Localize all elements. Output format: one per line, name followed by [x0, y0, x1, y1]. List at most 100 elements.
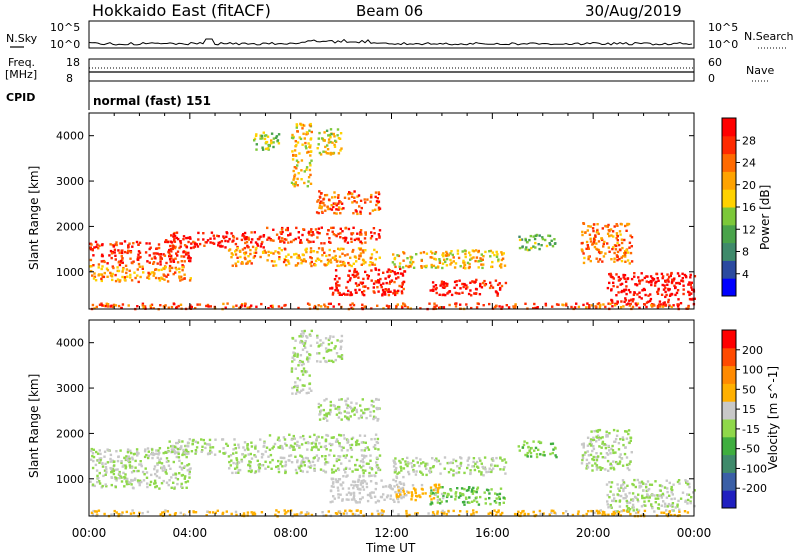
heatmap-cell	[616, 300, 619, 303]
heatmap-cell	[625, 292, 628, 296]
heatmap-cell	[160, 268, 163, 271]
colorbar-segment	[722, 419, 736, 438]
heatmap-cell	[331, 230, 334, 233]
heatmap-cell	[279, 462, 282, 466]
heatmap-cell	[666, 505, 669, 508]
heatmap-cell	[432, 285, 435, 288]
heatmap-cell	[481, 266, 484, 270]
heatmap-cell	[640, 272, 643, 275]
heatmap-cell	[667, 276, 671, 279]
heatmap-cell	[331, 293, 335, 296]
heatmap-cell	[363, 305, 366, 309]
heatmap-cell	[622, 443, 625, 447]
heatmap-cell	[332, 226, 335, 229]
heatmap-cell	[344, 471, 347, 474]
heatmap-cell	[436, 490, 440, 494]
heatmap-cell	[490, 284, 493, 287]
heatmap-cell	[628, 468, 631, 472]
heatmap-cell	[283, 509, 286, 512]
heatmap-cell	[342, 475, 345, 478]
heatmap-cell	[627, 432, 630, 436]
heatmap-cell	[295, 444, 299, 447]
heatmap-cell	[555, 303, 559, 306]
heatmap-cell	[463, 503, 466, 506]
heatmap-cell	[346, 280, 350, 284]
heatmap-cell	[549, 243, 552, 246]
heatmap-cell	[343, 468, 346, 471]
heatmap-cell	[327, 138, 331, 141]
heatmap-cell	[235, 458, 239, 462]
colorbar-segment	[722, 347, 736, 367]
heatmap-cell	[453, 280, 457, 284]
heatmap-cell	[369, 410, 372, 414]
heatmap-cell	[462, 266, 466, 269]
heatmap-cell	[291, 133, 294, 137]
heatmap-cell	[607, 223, 610, 227]
heatmap-cell	[354, 468, 357, 471]
heatmap-cell	[678, 482, 681, 485]
heatmap-cell	[362, 411, 365, 414]
heatmap-cell	[382, 271, 385, 274]
heatmap-cell	[307, 391, 310, 394]
heatmap-cell	[130, 483, 133, 486]
heatmap-cell	[281, 230, 284, 234]
heatmap-cell	[284, 470, 287, 474]
heatmap-cell	[298, 446, 301, 449]
heatmap-cell	[385, 496, 389, 499]
heatmap-cell	[375, 461, 378, 464]
heatmap-cell	[327, 134, 330, 137]
heatmap-cell	[689, 273, 692, 277]
heatmap-cell	[355, 408, 358, 412]
heatmap-cell	[201, 445, 204, 448]
heatmap-cell	[606, 453, 610, 456]
heatmap-cell	[164, 266, 167, 269]
heatmap-cell	[683, 510, 687, 513]
heatmap-cell	[167, 464, 171, 467]
heatmap-cell	[241, 453, 244, 456]
heatmap-cell	[298, 256, 301, 259]
heatmap-cell	[454, 491, 458, 494]
heatmap-cell	[364, 233, 367, 236]
heatmap-cell	[606, 232, 610, 235]
heatmap-cell	[616, 510, 619, 513]
heatmap-cell	[443, 285, 447, 288]
heatmap-cell	[542, 512, 545, 515]
heatmap-cell	[667, 300, 670, 304]
heatmap-cell	[589, 440, 592, 443]
heatmap-cell	[309, 344, 313, 347]
heatmap-cell	[103, 469, 107, 472]
heatmap-cell	[366, 274, 369, 277]
heatmap-cell	[439, 502, 442, 505]
heatmap-cell	[339, 355, 342, 358]
heatmap-cell	[470, 513, 473, 516]
heatmap-cell	[181, 269, 184, 272]
heatmap-cell	[262, 131, 265, 134]
heatmap-cell	[293, 174, 296, 178]
heatmap-cell	[551, 245, 555, 248]
heatmap-cell	[171, 444, 174, 448]
heatmap-cell	[259, 245, 263, 248]
heatmap-cell	[120, 261, 123, 264]
heatmap-cell	[428, 469, 431, 473]
heatmap-cell	[370, 404, 373, 407]
heatmap-cell	[370, 474, 373, 477]
heatmap-cell	[501, 459, 504, 462]
heatmap-cell	[564, 510, 568, 513]
heatmap-cell	[245, 236, 248, 239]
heatmap-cell	[300, 455, 304, 458]
heatmap-cell	[641, 494, 644, 498]
heatmap-cell	[543, 454, 546, 457]
heatmap-cell	[407, 470, 410, 474]
heatmap-cell	[369, 414, 372, 417]
heatmap-cell	[435, 460, 439, 463]
heatmap-cell	[104, 466, 108, 469]
heatmap-cell	[104, 304, 107, 308]
heatmap-cell	[397, 254, 401, 258]
heatmap-cell	[254, 444, 257, 448]
heatmap-cell	[104, 473, 107, 476]
heatmap-cell	[345, 286, 348, 289]
heatmap-cell	[209, 446, 212, 449]
heatmap-cell	[394, 293, 397, 297]
heatmap-cell	[335, 208, 338, 211]
heatmap-cell	[331, 477, 335, 480]
